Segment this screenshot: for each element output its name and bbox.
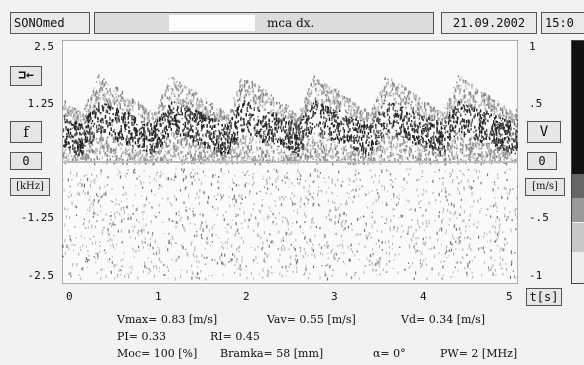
velocity-tick: .5: [529, 97, 543, 110]
time-tick: 0: [66, 290, 73, 303]
gate-readout: Bramka= 58 [mm]: [220, 347, 324, 360]
khz-unit-button[interactable]: [kHz]: [10, 178, 50, 196]
ms-unit-button[interactable]: [m/s]: [525, 178, 565, 196]
pi-readout: PI= 0.33: [117, 330, 166, 343]
velocity-tick: -.5: [529, 211, 549, 224]
device-name-field: SONOmed: [10, 12, 90, 34]
time-tick: 5: [506, 290, 513, 303]
time-tick: 2: [243, 290, 250, 303]
velocity-zero-button[interactable]: 0: [527, 152, 557, 170]
vmax-readout: Vmax= 0.83 [m/s]: [117, 313, 218, 326]
ri-readout: RI= 0.45: [210, 330, 260, 343]
gray-scale-bar: [571, 40, 584, 284]
time-tick: 1: [155, 290, 162, 303]
time-field: 15:0: [541, 12, 584, 34]
angle-readout: α= 0°: [373, 347, 406, 360]
freq-tick: -1.25: [20, 211, 54, 224]
freq-tick: -2.5: [27, 269, 55, 282]
field-highlight: [169, 15, 255, 31]
velocity-button[interactable]: V: [527, 121, 561, 143]
patient-field[interactable]: mca dx.: [94, 12, 434, 34]
freq-tick: 1.25: [27, 97, 55, 110]
freq-tick: 2.5: [34, 40, 54, 53]
frequency-button[interactable]: f: [10, 121, 42, 143]
doppler-spectrogram: [62, 40, 518, 284]
date-field: 21.09.2002: [441, 12, 537, 34]
vd-readout: Vd= 0.34 [m/s]: [401, 313, 486, 326]
velocity-tick: -1: [529, 269, 543, 282]
time-tick: 3: [331, 290, 338, 303]
power-readout: Moc= 100 [%]: [117, 347, 198, 360]
time-unit-button[interactable]: t[s]: [526, 288, 562, 306]
pw-readout: PW= 2 [MHz]: [440, 347, 518, 360]
invert-button[interactable]: ⊐←: [10, 66, 42, 86]
vav-readout: Vav= 0.55 [m/s]: [267, 313, 356, 326]
baseline-zero-button[interactable]: 0: [10, 152, 42, 170]
velocity-tick: 1: [529, 40, 536, 53]
spectrogram-noise: [62, 74, 518, 281]
patient-label: mca dx.: [267, 16, 315, 30]
time-tick: 4: [420, 290, 427, 303]
